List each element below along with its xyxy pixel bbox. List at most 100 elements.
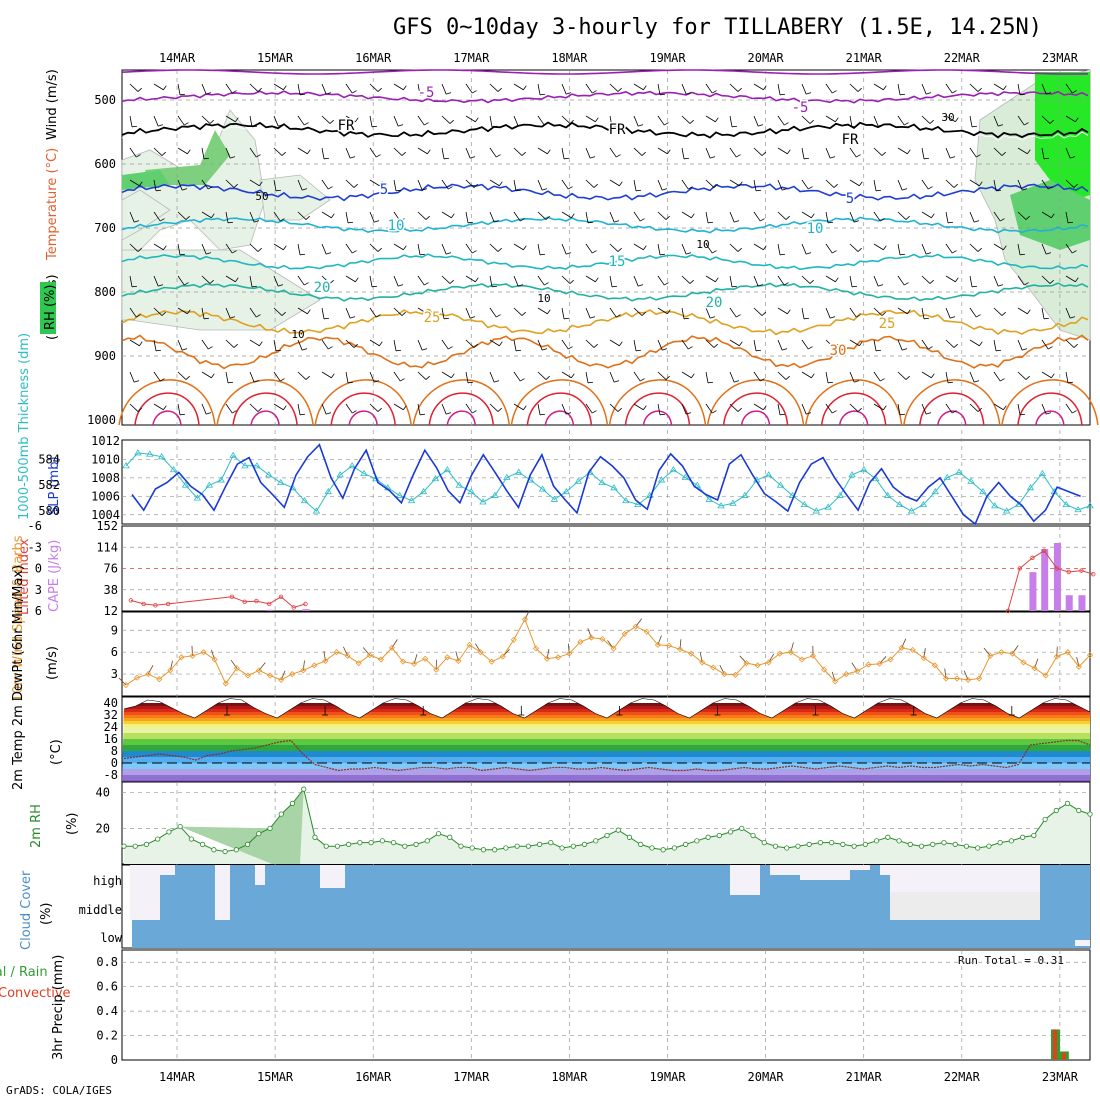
wind-barb-flag <box>328 346 333 350</box>
wind10m-point <box>909 646 916 654</box>
isotherm-35-arch <box>314 379 412 426</box>
wind-barb-flag <box>257 407 262 412</box>
wind-barb-flag <box>856 154 861 158</box>
wind10m-point <box>388 644 395 651</box>
wind-barb-staff <box>609 243 619 252</box>
wind-barb-flag <box>211 213 215 218</box>
wind-barb-flag <box>139 181 143 186</box>
wind-barb-flag <box>347 381 354 384</box>
wind-barb-flag <box>232 250 237 254</box>
date-label-top: 22MAR <box>944 51 981 65</box>
wind10m-point <box>987 652 994 659</box>
panel-frame-wind <box>121 611 1091 697</box>
wind-barb-staff <box>321 307 325 319</box>
wind-barb-flag <box>350 316 356 319</box>
wind-barb-flag <box>977 247 982 252</box>
wind-barb-staff <box>657 339 663 351</box>
wind-barb-flag <box>737 407 742 412</box>
wind-barb-flag <box>731 285 738 288</box>
wind-barb-staff <box>345 403 353 414</box>
wind-barb-flag <box>641 311 646 316</box>
wind-barb-staff <box>249 147 257 158</box>
thickness-point <box>229 451 237 458</box>
wind-barb-staff <box>393 307 403 316</box>
wind-barb-flag <box>422 188 428 191</box>
wind-barb-flag <box>446 252 452 255</box>
wind-barb-staff <box>873 147 883 156</box>
isotherm-40-arch <box>722 392 789 426</box>
wind-barb-flag <box>614 380 620 383</box>
thickness-point <box>931 487 939 495</box>
wind-barb-staff <box>945 307 951 319</box>
isotherm-40-arch <box>330 392 396 426</box>
rh2m-point <box>739 825 745 831</box>
wind-barb-staff <box>777 307 788 315</box>
wind10m-barb <box>302 660 305 671</box>
wind-barb-staff <box>537 147 548 155</box>
rh2m-area <box>124 789 1090 864</box>
wind-barb-flag <box>328 186 333 190</box>
thickness-line <box>125 452 1091 512</box>
wind-barb-flag <box>563 317 570 320</box>
wind-barb-flag <box>1024 282 1029 286</box>
rh2m-point <box>233 847 239 853</box>
wind10m-point <box>1064 649 1071 656</box>
thickness-point <box>622 496 630 504</box>
wind-barb-staff <box>417 275 425 286</box>
wind-barb-staff <box>945 83 953 94</box>
wind-barb-flag <box>955 117 959 122</box>
wind10m-point <box>732 671 739 678</box>
wind-barb-flag <box>427 309 431 314</box>
wind10m-point <box>566 650 573 657</box>
wind-barb-staff <box>657 371 667 380</box>
wind-barb-flag <box>1001 151 1006 156</box>
wind-barb-flag <box>379 181 383 186</box>
wind-barb-flag <box>664 282 669 286</box>
wind-barb-staff <box>609 403 619 412</box>
wind-barb-flag <box>233 343 238 348</box>
wind-barb-flag <box>782 348 788 351</box>
wind-barb-flag <box>302 188 308 191</box>
wind-barb-staff <box>969 243 979 252</box>
rh2m-point <box>514 843 520 849</box>
wind10m-point <box>233 665 240 672</box>
wind-barb-staff <box>441 115 451 124</box>
wind-barb-flag <box>352 410 357 414</box>
wind-barb-staff <box>537 403 541 415</box>
rh2m-point <box>862 841 868 847</box>
temp-band <box>122 757 1090 763</box>
wind-barb-staff <box>513 275 519 287</box>
wind-barb-staff <box>585 179 595 188</box>
wind-barb-flag <box>467 221 474 224</box>
upper-wind-label: Wind (m/s) <box>45 69 60 140</box>
wind-barb-staff <box>129 371 135 383</box>
wind-barb-staff <box>585 83 593 94</box>
wind-barb-flag <box>329 119 334 124</box>
thickness-point <box>836 491 844 498</box>
rh2m-point <box>301 786 307 792</box>
thickness-point <box>455 481 463 488</box>
lifted-index-point <box>1030 555 1035 561</box>
wind-barb-flag <box>470 316 476 319</box>
wind-barb-staff <box>489 243 499 252</box>
wind-barb-staff <box>801 147 805 159</box>
isotherm-45-arch <box>838 410 869 426</box>
wind-barb-flag <box>137 407 142 412</box>
wind-barb-flag <box>545 375 550 380</box>
wind-barb-flag <box>497 247 502 252</box>
wind-barb-staff <box>849 83 859 92</box>
wind-barb-flag <box>859 341 863 346</box>
wind10m-point <box>278 676 285 683</box>
thickness-point <box>574 477 582 484</box>
wind-barb-flag <box>395 349 402 352</box>
wind-barb-flag <box>902 348 908 351</box>
wind-barb-staff <box>537 307 548 315</box>
wind10m-point <box>411 660 418 667</box>
rh2m-point <box>829 840 835 846</box>
thickness-point <box>503 473 511 480</box>
wind-barb-staff <box>225 275 236 283</box>
wind-barb-staff <box>1065 339 1075 348</box>
wind-barb-staff <box>897 371 907 380</box>
wind-barb-staff <box>129 147 137 158</box>
thickness-point <box>146 450 154 457</box>
